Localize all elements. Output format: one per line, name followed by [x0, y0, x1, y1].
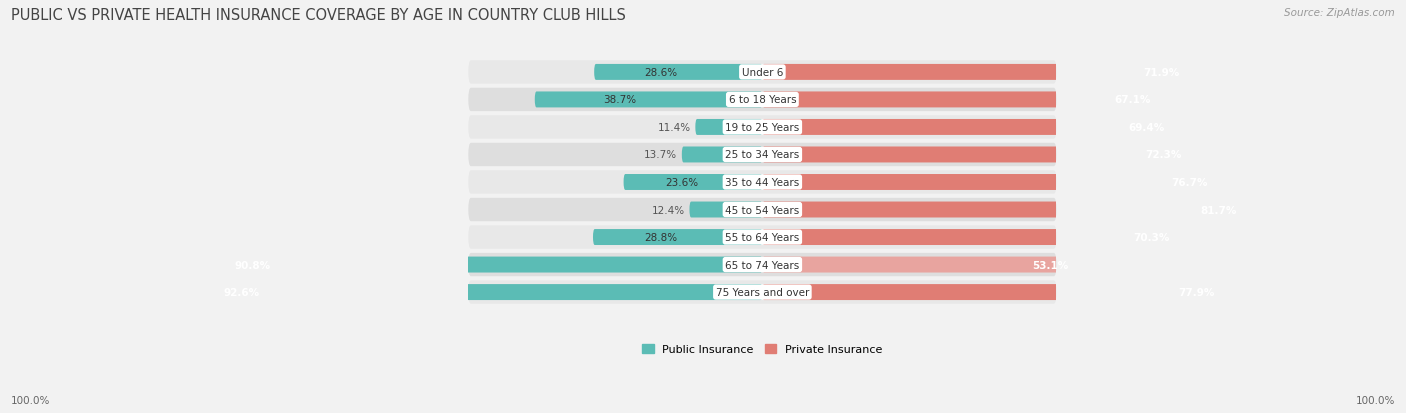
- Text: 6 to 18 Years: 6 to 18 Years: [728, 95, 796, 105]
- Text: 35 to 44 Years: 35 to 44 Years: [725, 178, 800, 188]
- FancyBboxPatch shape: [762, 285, 1220, 300]
- Text: 71.9%: 71.9%: [1143, 68, 1180, 78]
- Text: Source: ZipAtlas.com: Source: ZipAtlas.com: [1284, 8, 1395, 18]
- FancyBboxPatch shape: [228, 257, 762, 273]
- FancyBboxPatch shape: [468, 61, 1056, 84]
- Text: 75 Years and over: 75 Years and over: [716, 287, 808, 297]
- FancyBboxPatch shape: [696, 120, 762, 135]
- Text: 100.0%: 100.0%: [1355, 395, 1395, 405]
- FancyBboxPatch shape: [762, 257, 1074, 273]
- Legend: Public Insurance, Private Insurance: Public Insurance, Private Insurance: [638, 340, 887, 359]
- Text: 76.7%: 76.7%: [1171, 178, 1208, 188]
- FancyBboxPatch shape: [218, 285, 762, 300]
- FancyBboxPatch shape: [762, 92, 1157, 108]
- Text: 81.7%: 81.7%: [1201, 205, 1237, 215]
- Text: PUBLIC VS PRIVATE HEALTH INSURANCE COVERAGE BY AGE IN COUNTRY CLUB HILLS: PUBLIC VS PRIVATE HEALTH INSURANCE COVER…: [11, 8, 626, 23]
- Text: 28.6%: 28.6%: [644, 68, 678, 78]
- FancyBboxPatch shape: [624, 175, 762, 190]
- FancyBboxPatch shape: [468, 226, 1056, 249]
- Text: 70.3%: 70.3%: [1133, 233, 1170, 242]
- FancyBboxPatch shape: [468, 281, 1056, 304]
- FancyBboxPatch shape: [682, 147, 762, 163]
- Text: 53.1%: 53.1%: [1032, 260, 1069, 270]
- Text: 72.3%: 72.3%: [1146, 150, 1182, 160]
- FancyBboxPatch shape: [762, 202, 1243, 218]
- Text: 45 to 54 Years: 45 to 54 Years: [725, 205, 800, 215]
- FancyBboxPatch shape: [468, 88, 1056, 112]
- FancyBboxPatch shape: [468, 198, 1056, 222]
- FancyBboxPatch shape: [762, 147, 1188, 163]
- Text: 67.1%: 67.1%: [1115, 95, 1152, 105]
- Text: Under 6: Under 6: [742, 68, 783, 78]
- FancyBboxPatch shape: [468, 143, 1056, 167]
- Text: 11.4%: 11.4%: [658, 123, 690, 133]
- Text: 28.8%: 28.8%: [644, 233, 676, 242]
- Text: 12.4%: 12.4%: [651, 205, 685, 215]
- Text: 92.6%: 92.6%: [224, 287, 260, 297]
- FancyBboxPatch shape: [762, 230, 1175, 245]
- Text: 65 to 74 Years: 65 to 74 Years: [725, 260, 800, 270]
- FancyBboxPatch shape: [689, 202, 762, 218]
- FancyBboxPatch shape: [534, 92, 762, 108]
- Text: 19 to 25 Years: 19 to 25 Years: [725, 123, 800, 133]
- Text: 25 to 34 Years: 25 to 34 Years: [725, 150, 800, 160]
- Text: 38.7%: 38.7%: [603, 95, 636, 105]
- Text: 77.9%: 77.9%: [1178, 287, 1215, 297]
- Text: 69.4%: 69.4%: [1129, 123, 1164, 133]
- Text: 55 to 64 Years: 55 to 64 Years: [725, 233, 800, 242]
- Text: 23.6%: 23.6%: [665, 178, 699, 188]
- FancyBboxPatch shape: [468, 253, 1056, 277]
- FancyBboxPatch shape: [595, 65, 762, 81]
- Text: 90.8%: 90.8%: [235, 260, 270, 270]
- Text: 13.7%: 13.7%: [644, 150, 678, 160]
- FancyBboxPatch shape: [762, 65, 1185, 81]
- FancyBboxPatch shape: [468, 171, 1056, 194]
- FancyBboxPatch shape: [762, 120, 1171, 135]
- FancyBboxPatch shape: [762, 175, 1213, 190]
- Text: 100.0%: 100.0%: [11, 395, 51, 405]
- FancyBboxPatch shape: [468, 116, 1056, 139]
- FancyBboxPatch shape: [593, 230, 762, 245]
